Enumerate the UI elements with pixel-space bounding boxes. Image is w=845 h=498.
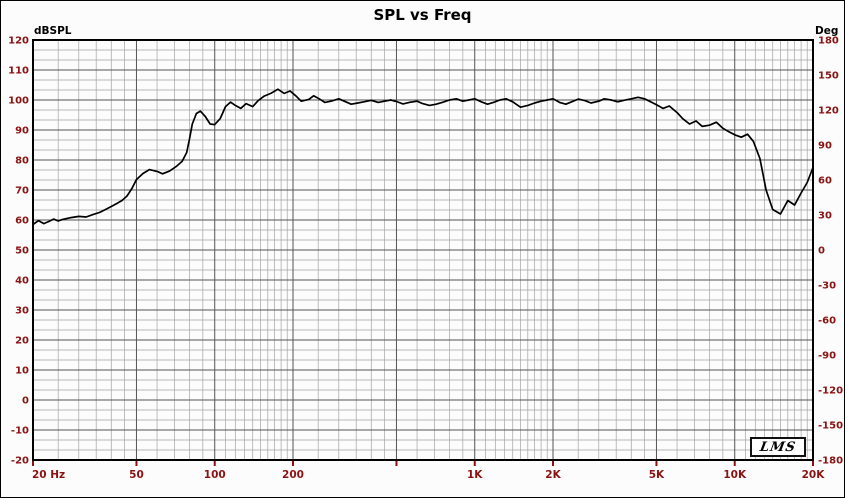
right-axis-unit-label: Deg <box>815 25 839 37</box>
svg-text:5K: 5K <box>649 469 665 481</box>
svg-text:90: 90 <box>15 126 29 137</box>
chart-title: SPL vs Freq <box>373 6 472 24</box>
svg-text:-150: -150 <box>818 421 843 432</box>
svg-text:20K: 20K <box>802 469 826 481</box>
svg-text:10K: 10K <box>723 469 747 481</box>
svg-text:70: 70 <box>15 186 29 197</box>
left-axis-unit-label: dBSPL <box>34 25 72 37</box>
svg-text:90: 90 <box>818 141 832 152</box>
svg-text:60: 60 <box>818 176 832 187</box>
svg-text:200: 200 <box>282 469 304 481</box>
svg-text:60: 60 <box>15 216 29 227</box>
svg-text:100: 100 <box>204 469 226 481</box>
svg-text:120: 120 <box>8 36 29 47</box>
svg-text:150: 150 <box>818 71 839 82</box>
lms-logo-text: LMS <box>758 439 798 455</box>
svg-text:120: 120 <box>818 106 839 117</box>
svg-text:50: 50 <box>15 246 29 257</box>
svg-text:30: 30 <box>818 211 832 222</box>
lms-logo: LMS <box>750 437 806 457</box>
svg-text:20 Hz: 20 Hz <box>32 469 65 481</box>
svg-text:-120: -120 <box>818 386 843 397</box>
svg-text:0: 0 <box>818 246 825 257</box>
svg-text:40: 40 <box>15 276 29 287</box>
svg-text:10: 10 <box>15 366 29 377</box>
svg-text:80: 80 <box>15 156 29 167</box>
svg-text:0: 0 <box>22 396 29 407</box>
svg-text:-60: -60 <box>818 316 836 327</box>
svg-text:-90: -90 <box>818 351 836 362</box>
svg-text:2K: 2K <box>545 469 561 481</box>
svg-text:50: 50 <box>129 469 144 481</box>
svg-text:100: 100 <box>8 96 29 107</box>
spl-curve <box>32 88 814 226</box>
plot-frame <box>32 39 814 461</box>
svg-text:-20: -20 <box>11 456 29 467</box>
svg-text:20: 20 <box>15 336 29 347</box>
svg-text:-30: -30 <box>818 281 836 292</box>
axis-tick-labels: 1201101009080706050403020100-10-20180150… <box>8 36 843 482</box>
svg-text:180: 180 <box>818 36 839 47</box>
svg-text:-10: -10 <box>11 426 29 437</box>
svg-text:110: 110 <box>8 66 29 77</box>
svg-text:-180: -180 <box>818 456 843 467</box>
frequency-tick-marks <box>32 461 814 466</box>
svg-text:1K: 1K <box>467 469 483 481</box>
svg-text:30: 30 <box>15 306 29 317</box>
